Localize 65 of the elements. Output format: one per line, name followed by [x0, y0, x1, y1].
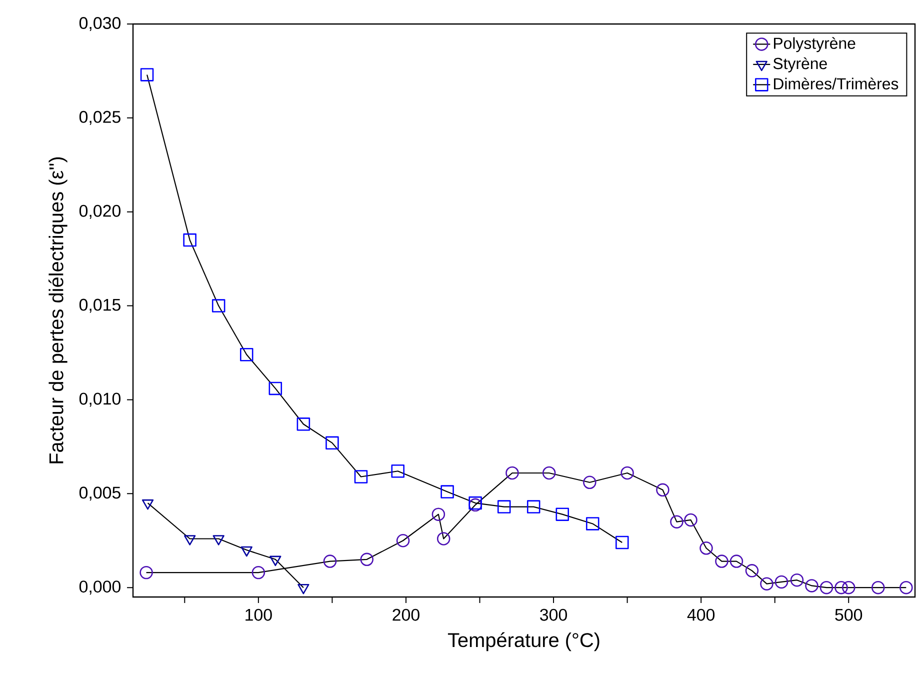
point [506, 466, 519, 480]
y-tick-label: 0,000 [79, 580, 121, 595]
point [212, 535, 224, 546]
point [834, 580, 848, 594]
legend-label: Polystyrène [774, 37, 856, 52]
point [526, 500, 540, 514]
point [670, 515, 684, 528]
y-tick-label: 0,030 [79, 16, 121, 31]
point [900, 580, 913, 594]
point [270, 556, 282, 566]
point [360, 552, 374, 566]
point [774, 575, 788, 589]
point [715, 554, 728, 568]
point [805, 579, 818, 592]
point [140, 566, 153, 580]
point [252, 566, 266, 580]
y-tick-label: 0,015 [79, 298, 120, 313]
point [142, 499, 154, 510]
y-axis-title: Facteur de pertes diélectriques (ε'') [48, 157, 68, 464]
x-tick-label: 200 [392, 608, 420, 621]
point [296, 418, 310, 431]
y-tick-label: 0,005 [79, 486, 120, 501]
point [240, 348, 254, 362]
point [354, 470, 368, 484]
point [820, 580, 834, 594]
point [556, 508, 569, 521]
point [140, 68, 154, 82]
point [212, 299, 226, 312]
point [183, 233, 196, 247]
x-axis-title: Température (°C) [448, 632, 600, 652]
point [542, 466, 556, 480]
point [184, 535, 196, 546]
point [323, 554, 337, 568]
y-tick-label: 0,020 [79, 204, 121, 219]
point [760, 577, 774, 590]
point [620, 466, 634, 480]
point [842, 580, 856, 594]
point [790, 573, 804, 587]
point [586, 517, 600, 530]
point [391, 464, 404, 478]
y-tick-label: 0,010 [79, 392, 121, 407]
point [240, 546, 252, 557]
point [871, 580, 885, 594]
point [298, 584, 310, 594]
point [497, 500, 511, 514]
point [432, 508, 446, 521]
point [745, 564, 759, 578]
point [616, 536, 629, 550]
point [730, 554, 744, 568]
legend-label: Styrène [773, 57, 827, 72]
point [268, 382, 282, 396]
x-tick-label: 300 [540, 608, 567, 621]
point [440, 485, 454, 498]
point [436, 532, 450, 546]
legend-label: Dimères/Trimères [774, 78, 898, 90]
point [396, 534, 410, 548]
point [583, 476, 596, 490]
x-tick-label: 400 [687, 608, 715, 621]
point [684, 513, 698, 527]
y-tick-label: 0,025 [79, 110, 120, 125]
point [700, 542, 713, 555]
point [326, 436, 339, 450]
x-tick-label: 500 [835, 608, 862, 621]
point [656, 483, 670, 497]
x-tick-label: 100 [246, 608, 272, 621]
